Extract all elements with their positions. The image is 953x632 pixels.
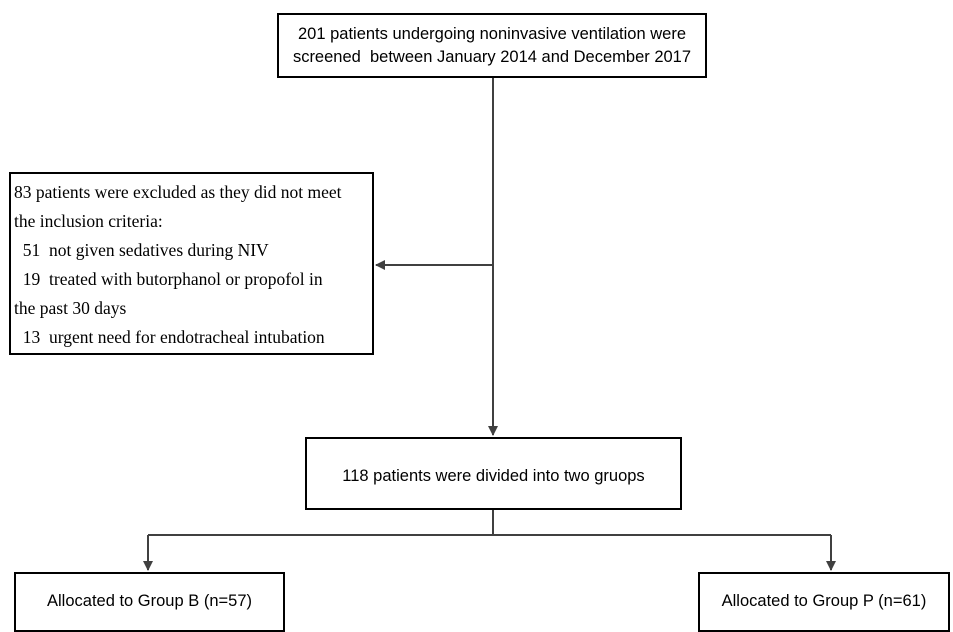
group-b-box: Allocated to Group B (n=57) bbox=[14, 572, 285, 632]
excluded-patients-box: 83 patients were excluded as they did no… bbox=[9, 172, 374, 355]
divided-label: 118 patients were divided into two gruop… bbox=[342, 467, 645, 485]
screened-line-1: 201 patients undergoing noninvasive vent… bbox=[297, 25, 687, 43]
excluded-line-5: the past 30 days bbox=[14, 298, 127, 318]
excluded-line-1: 83 patients were excluded as they did no… bbox=[14, 182, 342, 202]
group-p-label: Allocated to Group P (n=61) bbox=[721, 592, 927, 610]
excluded-line-2: the inclusion criteria: bbox=[14, 211, 163, 231]
group-b-label: Allocated to Group B (n=57) bbox=[47, 592, 252, 610]
group-p-box: Allocated to Group P (n=61) bbox=[698, 572, 950, 632]
excluded-line-3: 51 not given sedatives during NIV bbox=[14, 240, 269, 260]
divided-patients-box: 118 patients were divided into two gruop… bbox=[305, 437, 682, 510]
excluded-line-6: 13 urgent need for endotracheal intubati… bbox=[14, 327, 325, 347]
screened-line-2: screened between January 2014 and Decemb… bbox=[292, 48, 692, 66]
screened-patients-box: 201 patients undergoing noninvasive vent… bbox=[277, 13, 707, 78]
excluded-line-4: 19 treated with butorphanol or propofol … bbox=[14, 269, 323, 289]
